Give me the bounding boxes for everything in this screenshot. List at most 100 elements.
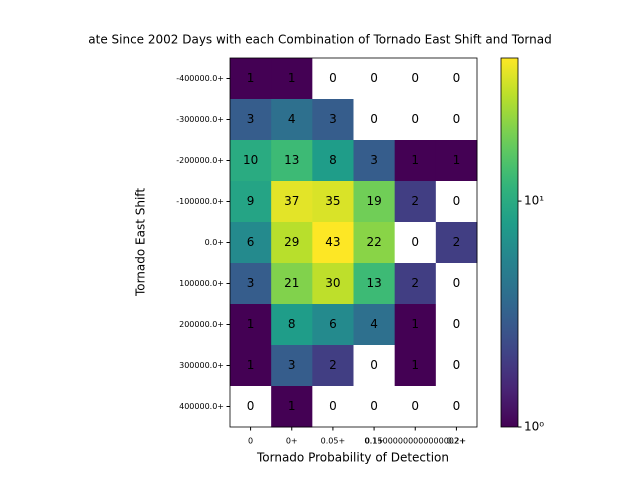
y-tick-label: 400000.0+ [179,402,224,411]
chart-title: ate Since 2002 Days with each Combinatio… [88,33,551,47]
heat-cell [353,345,396,387]
heat-cell [435,386,478,428]
heat-cell [271,222,313,264]
heat-cell [230,304,272,346]
cell-label: 6 [329,317,337,331]
heat-cell [435,345,478,387]
heat-cell [394,99,437,141]
cell-label: 3 [247,276,255,290]
colorbar-tick-label: 10⁰ [524,420,544,434]
y-tick-label: -400000.0+ [176,74,224,83]
cell-label: 0 [411,235,419,249]
x-tick-label: 0.2+ [447,437,466,446]
cell-label: 1 [411,358,419,372]
cell-label: 0 [453,399,461,413]
heat-cell [312,99,354,141]
x-tick-label: 0.15000000000000002+ [365,437,466,446]
heat-cell [271,304,313,346]
cell-label: 1 [288,71,296,85]
cell-label: 0 [329,399,337,413]
cell-label: 1 [288,399,296,413]
x-tick-label: 0+ [286,437,298,446]
heat-cell [230,99,272,141]
cell-label: 0 [370,71,378,85]
cell-label: 8 [288,317,296,331]
y-tick-label: -300000.0+ [176,115,224,124]
heat-cell [230,58,272,100]
cell-label: 1 [411,153,419,167]
cell-label: 1 [247,317,255,331]
cell-label: 1 [247,358,255,372]
cell-label: 43 [325,235,340,249]
cell-label: 9 [247,194,255,208]
heat-cell [353,181,396,223]
cell-label: 0 [370,112,378,126]
cell-label: 35 [325,194,340,208]
cell-label: 2 [411,276,419,290]
y-tick-label: -100000.0+ [176,197,224,206]
cell-label: 0 [453,71,461,85]
cell-label: 3 [329,112,337,126]
cell-label: 0 [453,358,461,372]
heat-cell [312,304,354,346]
cell-label: 1 [453,153,461,167]
heat-cell [394,181,437,223]
heat-cell [271,263,313,305]
cell-label: 3 [247,112,255,126]
cell-label: 0 [453,112,461,126]
heat-cell [230,263,272,305]
cell-label: 3 [370,153,378,167]
heat-cell [312,58,354,100]
cell-label: 0 [453,317,461,331]
cell-label: 37 [284,194,299,208]
heat-cell [394,345,437,387]
heat-cell [271,345,313,387]
heat-cell [394,304,437,346]
cell-label: 0 [411,399,419,413]
cell-label: 0 [370,358,378,372]
heat-cell [394,58,437,100]
heat-cell [230,140,272,182]
heat-cell [394,222,437,264]
cell-label: 0 [411,112,419,126]
heat-cell [435,181,478,223]
cell-label: 3 [288,358,296,372]
heat-cell [435,58,478,100]
heat-cell [435,263,478,305]
heat-cell [435,140,478,182]
heat-cell [394,140,437,182]
y-tick-label: -200000.0+ [176,156,224,165]
y-tick-label: 0.0+ [205,238,224,247]
heat-cell [353,222,396,264]
cell-label: 1 [247,71,255,85]
cell-label: 30 [325,276,340,290]
heat-cell [271,181,313,223]
heat-cell [230,181,272,223]
x-axis-label: Tornado Probability of Detection [256,451,449,465]
cell-label: 10 [243,153,258,167]
colorbar-tick-label: 10¹ [524,194,544,208]
cell-label: 19 [366,194,381,208]
cell-label: 0 [370,399,378,413]
cell-label: 2 [411,194,419,208]
heat-cell [353,140,396,182]
heat-cell [353,99,396,141]
cell-label: 8 [329,153,337,167]
heat-cell [435,99,478,141]
heat-cell [435,304,478,346]
cell-label: 0 [247,399,255,413]
heat-cell [230,386,272,428]
y-tick-label: 200000.0+ [179,320,224,329]
heat-cell [312,140,354,182]
heat-cell [312,345,354,387]
heat-cell [271,99,313,141]
cell-label: 6 [247,235,255,249]
cell-label: 0 [453,276,461,290]
y-tick-label: 100000.0+ [179,279,224,288]
heat-cell [435,222,478,264]
heat-cell [312,181,354,223]
x-tick-label: 0.1+ [364,437,383,446]
heat-cell [230,345,272,387]
x-tick-label: 0 [248,437,253,446]
